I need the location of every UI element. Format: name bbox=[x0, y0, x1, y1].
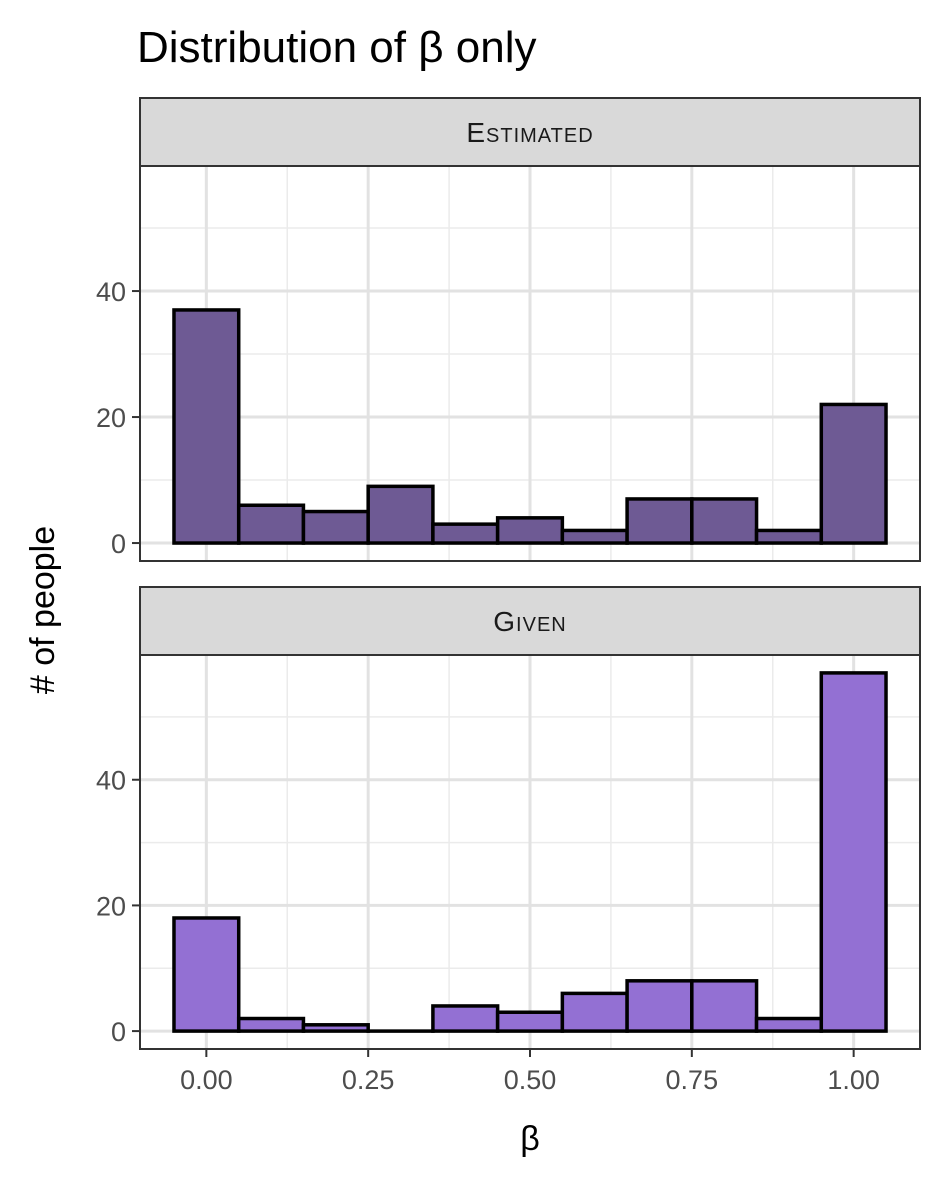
histogram-bar bbox=[431, 1004, 500, 1033]
histogram-bar bbox=[690, 979, 759, 1033]
histogram-bar bbox=[690, 497, 759, 545]
facet-strip bbox=[139, 586, 921, 656]
x-axis: 0.00 0.25 0.50 0.75 1.00 bbox=[180, 1049, 880, 1095]
histogram-bar bbox=[754, 528, 824, 545]
histogram-bar bbox=[301, 1023, 370, 1033]
facet-strip bbox=[139, 97, 921, 167]
histogram-bar bbox=[495, 516, 565, 545]
x-tick-label: 0.75 bbox=[666, 1065, 719, 1095]
histogram-bar bbox=[819, 402, 888, 545]
y-tick-label: 20 bbox=[96, 891, 126, 921]
histogram-bar bbox=[301, 509, 370, 545]
histogram-bar bbox=[560, 991, 629, 1033]
histogram-bar bbox=[495, 1010, 565, 1033]
facet-strip-label: Estimated bbox=[466, 117, 593, 148]
x-tick-label: 0.50 bbox=[504, 1065, 557, 1095]
panels: Estimated 0 20 40 Given 0 20 40 bbox=[96, 97, 921, 1050]
histogram-bar bbox=[754, 1016, 824, 1033]
histogram-bar bbox=[625, 497, 694, 545]
x-tick-label: 1.00 bbox=[827, 1065, 880, 1095]
histogram-bar bbox=[431, 522, 500, 545]
histogram-bar bbox=[172, 308, 241, 545]
panel-given: Given 0 20 40 bbox=[96, 586, 921, 1050]
x-tick-label: 0.00 bbox=[180, 1065, 233, 1095]
y-axis-title: # of people bbox=[24, 526, 62, 694]
histogram-bar bbox=[560, 528, 629, 545]
histogram-bar bbox=[366, 484, 435, 545]
histogram-bar bbox=[172, 916, 241, 1033]
y-tick-label: 20 bbox=[96, 403, 126, 433]
histogram-bar bbox=[819, 671, 888, 1033]
panel-border bbox=[139, 165, 921, 562]
y-tick-label: 0 bbox=[111, 529, 126, 559]
histogram-bar bbox=[236, 503, 306, 545]
y-tick-label: 40 bbox=[96, 766, 126, 796]
chart-title: Distribution of β only bbox=[137, 23, 536, 72]
histogram-bar bbox=[625, 979, 694, 1033]
x-axis-title: β bbox=[520, 1120, 540, 1158]
y-tick-label: 0 bbox=[111, 1017, 126, 1047]
facet-strip-label: Given bbox=[493, 606, 566, 637]
histogram-bar bbox=[236, 1016, 306, 1033]
panel-estimated: Estimated 0 20 40 bbox=[96, 97, 921, 562]
x-tick-label: 0.25 bbox=[342, 1065, 395, 1095]
y-tick-label: 40 bbox=[96, 277, 126, 307]
